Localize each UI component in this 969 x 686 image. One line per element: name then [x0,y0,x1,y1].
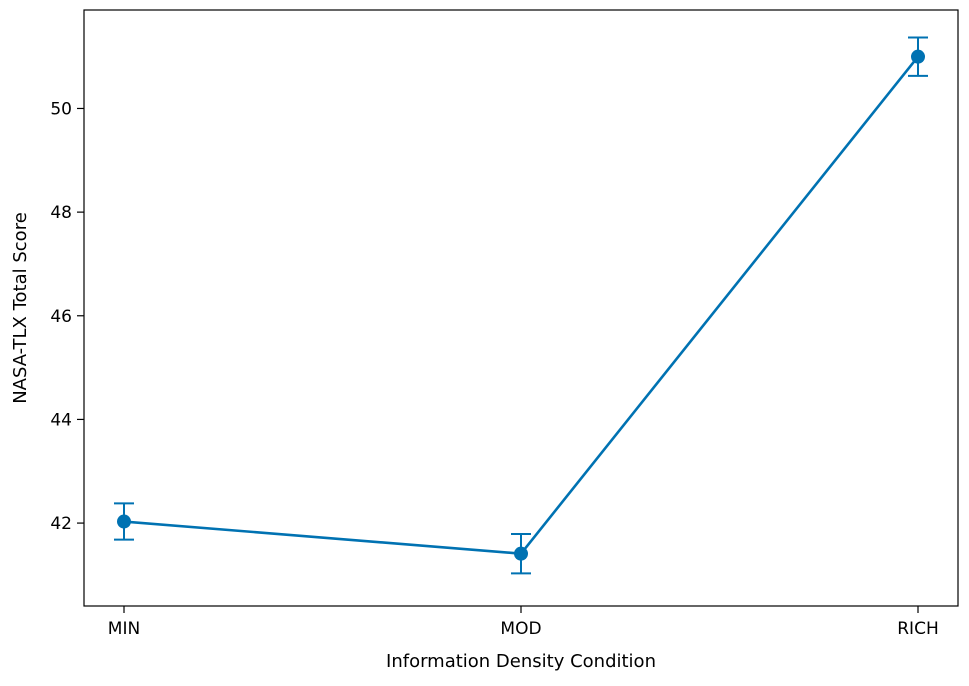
data-point [514,546,528,561]
y-tick-label: 44 [50,410,72,430]
x-tick-label: RICH [897,619,938,639]
y-tick-label: 46 [50,307,72,327]
marks-layer [114,36,928,575]
y-tick-label: 42 [50,514,72,534]
data-point [911,49,925,64]
x-axis-label: Information Density Condition [386,651,656,672]
plot-frame [83,9,959,607]
y-tick-label: 50 [50,99,72,119]
ticks-layer: 42 44 46 48 50 MIN MOD RICH [50,99,938,639]
plot-background [84,10,958,606]
x-tick-label: MOD [500,619,541,639]
data-point [117,514,131,529]
x-tick-label: MIN [108,619,140,639]
y-tick-label: 48 [50,203,72,223]
y-axis-label: NASA-TLX Total Score [10,212,31,404]
